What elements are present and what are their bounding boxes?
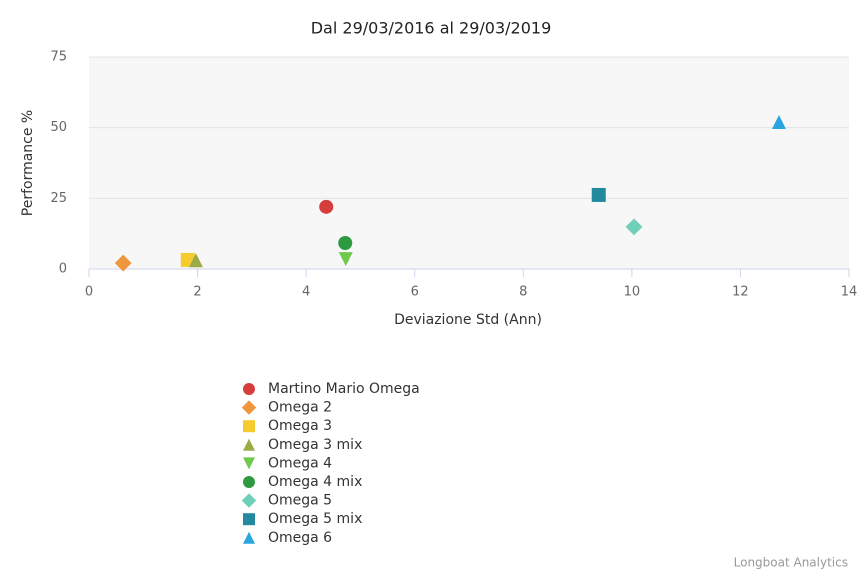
legend-label: Omega 4 — [268, 455, 332, 471]
y-tick-label: 0 — [59, 262, 67, 277]
legend-marker — [243, 383, 255, 395]
legend-label: Omega 2 — [268, 400, 332, 416]
x-tick-label: 6 — [411, 285, 419, 300]
y-tick-label: 25 — [50, 191, 67, 206]
data-point — [319, 199, 334, 214]
legend-label: Omega 3 mix — [268, 437, 362, 453]
legend-label: Omega 5 mix — [268, 511, 362, 527]
data-point — [338, 235, 353, 250]
legend-marker — [243, 438, 255, 451]
x-tick-label: 8 — [519, 285, 527, 300]
data-point — [591, 187, 606, 202]
data-point — [771, 115, 786, 130]
x-tick-label: 14 — [841, 285, 858, 300]
data-point — [625, 218, 643, 236]
plot-area — [89, 57, 849, 269]
data-point — [188, 253, 203, 268]
x-tick-label: 10 — [624, 285, 641, 300]
x-tick-label: 2 — [193, 285, 201, 300]
y-tick-label: 50 — [50, 120, 67, 135]
x-axis-title: Deviazione Std (Ann) — [394, 312, 542, 328]
y-axis-title: Performance % — [20, 110, 36, 216]
legend-label: Omega 4 mix — [268, 474, 362, 490]
x-tick-label: 0 — [85, 285, 93, 300]
legend-marker — [243, 476, 255, 488]
data-point — [338, 252, 353, 267]
x-tick-label: 4 — [302, 285, 310, 300]
legend-marker — [243, 513, 255, 526]
chart-title: Dal 29/03/2016 al 29/03/2019 — [311, 19, 552, 38]
legend-marker — [241, 493, 257, 508]
legend-marker — [241, 400, 257, 415]
legend-label: Omega 5 — [268, 493, 332, 509]
legend-label: Martino Mario Omega — [268, 381, 420, 397]
x-tick-label: 12 — [732, 285, 749, 300]
legend-marker — [243, 457, 255, 470]
data-point — [114, 254, 132, 272]
legend-marker — [243, 531, 255, 544]
y-tick-label: 75 — [50, 50, 67, 65]
legend-marker — [243, 420, 255, 433]
legend-label: Omega 6 — [268, 530, 332, 546]
credit: Longboat Analytics — [734, 556, 848, 570]
legend-label: Omega 3 — [268, 418, 332, 434]
